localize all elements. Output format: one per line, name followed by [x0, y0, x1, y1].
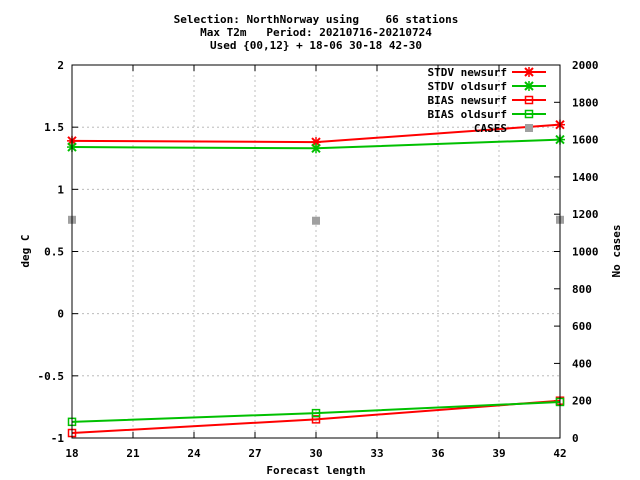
legend-marker	[525, 124, 533, 132]
data-point	[311, 408, 321, 418]
y2-tick-label: 200	[572, 395, 592, 408]
legend-label: STDV newsurf	[428, 66, 507, 79]
y-tick-label: 0	[57, 308, 64, 321]
series-line	[71, 400, 561, 423]
chart-title-line-2: Max T2m Period: 20210716-20210724	[200, 26, 432, 39]
y-tick-label: 1.5	[44, 121, 64, 134]
legend-label: STDV oldsurf	[428, 80, 507, 93]
y2-tick-label: 800	[572, 283, 592, 296]
y-axis-label: deg C	[19, 234, 32, 267]
x-tick-label: 42	[553, 447, 566, 460]
x-tick-label: 36	[431, 447, 445, 460]
y-tick-label: -0.5	[38, 370, 65, 383]
y-tick-label: 0.5	[44, 246, 64, 259]
x-tick-label: 27	[248, 447, 261, 460]
series-line	[71, 399, 561, 435]
x-tick-label: 33	[370, 447, 383, 460]
data-point	[311, 415, 321, 424]
y2-axis-label: No cases	[610, 225, 623, 278]
data-point	[312, 216, 320, 225]
x-tick-label: 18	[65, 447, 78, 460]
plot-frame	[71, 64, 561, 439]
y2-tick-label: 400	[572, 357, 592, 370]
y2-tick-label: 1600	[572, 134, 599, 147]
y2-tick-label: 1800	[572, 96, 599, 109]
x-tick-label: 24	[187, 447, 201, 460]
x-tick-label: 21	[126, 447, 140, 460]
y-tick-label: -1	[51, 432, 65, 445]
x-tick-label: 39	[492, 447, 505, 460]
legend-marker	[524, 81, 534, 91]
y2-tick-label: 1200	[572, 208, 599, 221]
legend-marker	[524, 67, 534, 77]
x-tick-label: 30	[309, 447, 322, 460]
legend-label: BIAS oldsurf	[428, 108, 507, 121]
legend-label: BIAS newsurf	[428, 94, 507, 107]
y-tick-label: 2	[57, 59, 64, 72]
chart-title: Selection: NorthNorway using 66 stations…	[174, 13, 459, 52]
data-point	[311, 143, 321, 154]
y2-tick-label: 1400	[572, 171, 599, 184]
legend-label: CASES	[474, 122, 507, 135]
x-axis-label: Forecast length	[266, 464, 365, 477]
y-tick-label: 1	[57, 183, 64, 196]
y2-tick-label: 0	[572, 432, 579, 445]
tick-labels: 18 21 24 27 30 33 36 39 42 -1 -0.5 0 0.5 1 1.5 2 0 200 400…	[38, 59, 599, 460]
y2-tick-label: 600	[572, 320, 592, 333]
legend-marker	[524, 95, 534, 105]
grid	[72, 65, 560, 438]
chart-title-line-3: Used {00,12} + 18-06 30-18 42-30	[210, 39, 422, 52]
y2-tick-label: 1000	[572, 246, 599, 259]
y2-tick-label: 2000	[572, 59, 599, 72]
chart-title-line-1: Selection: NorthNorway using 66 stations	[174, 13, 459, 26]
legend-marker	[524, 109, 534, 119]
